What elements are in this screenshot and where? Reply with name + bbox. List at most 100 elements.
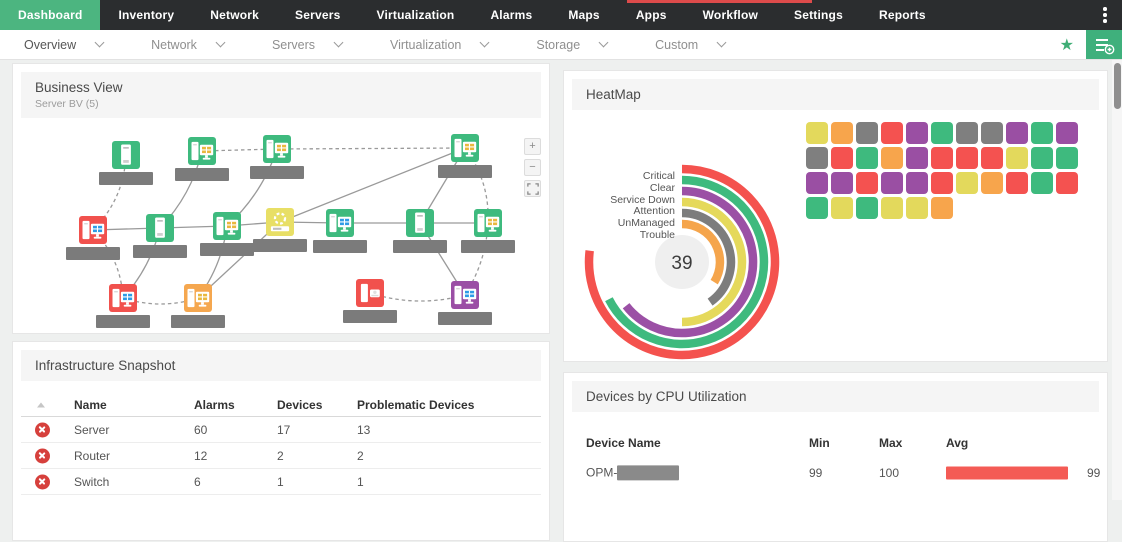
ring-service-down[interactable] [622, 186, 758, 338]
topology-node-14[interactable] [437, 281, 493, 325]
heatmap-cell-r2c7-orange[interactable] [981, 172, 1003, 194]
heatmap-cell-r2c4-purple[interactable] [906, 172, 928, 194]
zoom-in-button[interactable]: + [524, 138, 541, 155]
add-widget-button[interactable] [1086, 30, 1122, 59]
topology-node-11[interactable] [95, 284, 151, 328]
topology-node-7[interactable] [252, 208, 308, 252]
chevron-down-icon[interactable] [215, 37, 226, 48]
ring-clear[interactable] [605, 175, 769, 349]
heatmap-cell-r1c8-yellow[interactable] [1006, 147, 1028, 169]
nav-item-apps[interactable]: Apps [635, 8, 667, 22]
heatmap-cell-r2c6-yellow[interactable] [956, 172, 978, 194]
page-scrollbar[interactable] [1112, 58, 1122, 500]
nav-item-reports[interactable]: Reports [878, 8, 926, 22]
ring-critical[interactable] [584, 164, 780, 360]
topology-node-0[interactable] [98, 141, 154, 185]
ring-trouble[interactable] [681, 219, 725, 285]
infra-row-router[interactable]: Router 12 2 2 [21, 443, 541, 469]
heatmap-cell-r0c4-purple[interactable] [906, 122, 928, 144]
nav-item-workflow[interactable]: Workflow [702, 8, 759, 22]
cell-device-name[interactable]: OPM- [586, 465, 680, 481]
fullscreen-button[interactable] [524, 180, 541, 197]
heatmap-cell-r3c3-yellow[interactable] [881, 197, 903, 219]
column-header-alarms[interactable]: Alarms [194, 397, 235, 412]
subnav-item-custom[interactable]: Custom [631, 30, 749, 59]
topology-node-13[interactable] [342, 279, 398, 323]
heatmap-cell-r2c3-purple[interactable] [881, 172, 903, 194]
topology-node-12[interactable] [170, 284, 226, 328]
chevron-down-icon[interactable] [333, 37, 344, 48]
heatmap-cell-r2c2-red[interactable] [856, 172, 878, 194]
column-header-min[interactable]: Min [809, 436, 830, 450]
topology-node-3[interactable] [437, 134, 493, 178]
subnav-item-servers[interactable]: Servers [248, 30, 366, 59]
heatmap-cell-r0c9-green[interactable] [1031, 122, 1053, 144]
heatmap-cell-r1c10-green[interactable] [1056, 147, 1078, 169]
heatmap-cell-r0c3-red[interactable] [881, 122, 903, 144]
kebab-menu-icon[interactable] [1088, 0, 1122, 30]
topology-node-2[interactable] [249, 135, 305, 179]
subnav-item-overview[interactable]: Overview [0, 30, 127, 59]
nav-item-inventory[interactable]: Inventory [118, 8, 175, 22]
sort-icon[interactable] [37, 402, 45, 407]
topology-node-1[interactable] [174, 137, 230, 181]
column-header-avg[interactable]: Avg [946, 436, 969, 450]
heatmap-cell-r0c1-orange[interactable] [831, 122, 853, 144]
heatmap-cell-r2c0-purple[interactable] [806, 172, 828, 194]
nav-item-servers[interactable]: Servers [295, 8, 341, 22]
topology-node-5[interactable] [132, 214, 188, 258]
ring-unmanaged[interactable] [681, 208, 736, 306]
heatmap-cell-r1c1-red[interactable] [831, 147, 853, 169]
column-header-problematic-devices[interactable]: Problematic Devices [357, 397, 475, 412]
heatmap-cell-r0c10-purple[interactable] [1056, 122, 1078, 144]
column-header-max[interactable]: Max [879, 436, 903, 450]
chevron-down-icon[interactable] [94, 37, 105, 48]
infra-row-switch[interactable]: Switch 6 1 1 [21, 469, 541, 495]
heatmap-cell-r3c4-yellow[interactable] [906, 197, 928, 219]
heatmap-cell-r0c8-purple[interactable] [1006, 122, 1028, 144]
infra-row-server[interactable]: Server 60 17 13 [21, 417, 541, 443]
heatmap-cell-r2c5-red[interactable] [931, 172, 953, 194]
nav-item-alarms[interactable]: Alarms [490, 8, 533, 22]
heatmap-cell-r1c7-red[interactable] [981, 147, 1003, 169]
cell-name[interactable]: Router [74, 448, 111, 463]
topology-node-4[interactable] [65, 216, 121, 260]
topology-node-6[interactable] [199, 212, 255, 256]
heatmap-cell-r1c4-purple[interactable] [906, 147, 928, 169]
heatmap-cell-r3c5-orange[interactable] [931, 197, 953, 219]
subnav-item-network[interactable]: Network [127, 30, 248, 59]
nav-item-settings[interactable]: Settings [794, 8, 843, 22]
heatmap-cell-r3c1-yellow[interactable] [831, 197, 853, 219]
topology-node-8[interactable] [312, 209, 368, 253]
heatmap-cell-r0c6-gray[interactable] [956, 122, 978, 144]
favorite-star-icon[interactable]: ★ [1059, 36, 1074, 54]
heatmap-cell-r1c5-red[interactable] [931, 147, 953, 169]
chevron-down-icon[interactable] [598, 37, 609, 48]
heatmap-cell-r2c8-red[interactable] [1006, 172, 1028, 194]
heatmap-cell-r3c0-green[interactable] [806, 197, 828, 219]
ring-attention[interactable] [681, 197, 747, 327]
nav-item-virtualization[interactable]: Virtualization [376, 8, 455, 22]
zoom-out-button[interactable]: − [524, 159, 541, 176]
column-header-devices[interactable]: Devices [277, 397, 323, 412]
nav-item-maps[interactable]: Maps [568, 8, 600, 22]
subnav-item-storage[interactable]: Storage [512, 30, 631, 59]
heatmap-cell-r1c3-orange[interactable] [881, 147, 903, 169]
heatmap-cell-r2c9-green[interactable] [1031, 172, 1053, 194]
nav-item-dashboard[interactable]: Dashboard [0, 0, 101, 30]
heatmap-cell-r0c7-gray[interactable] [981, 122, 1003, 144]
chevron-down-icon[interactable] [479, 37, 490, 48]
heatmap-cell-r2c10-red[interactable] [1056, 172, 1078, 194]
topology-node-10[interactable] [460, 209, 516, 253]
heatmap-cell-r0c5-green[interactable] [931, 122, 953, 144]
heatmap-cell-r1c2-green[interactable] [856, 147, 878, 169]
topology-node-9[interactable] [392, 209, 448, 253]
cpu-row[interactable]: OPM- 99 100 99 [572, 458, 1100, 488]
heatmap-cell-r0c2-gray[interactable] [856, 122, 878, 144]
heatmap-cell-r1c9-green[interactable] [1031, 147, 1053, 169]
cell-name[interactable]: Server [74, 422, 110, 437]
nav-item-network[interactable]: Network [210, 8, 260, 22]
column-header-name[interactable]: Name [74, 397, 107, 412]
column-header-device-name[interactable]: Device Name [586, 436, 661, 450]
heatmap-cell-r1c6-red[interactable] [956, 147, 978, 169]
